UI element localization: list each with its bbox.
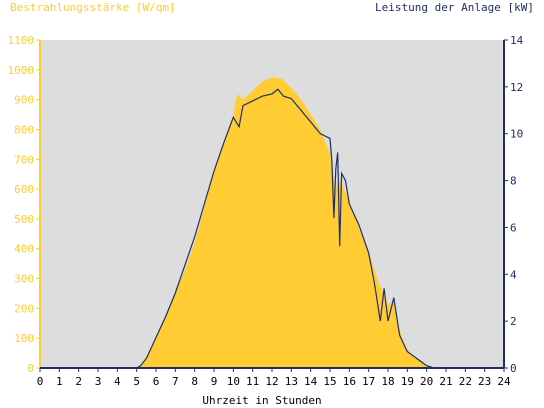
right-tick-label: 6 (510, 221, 517, 234)
x-tick-label: 19 (401, 375, 414, 388)
x-axis-title: Uhrzeit in Stunden (202, 394, 321, 407)
x-axis-ticks: 0 1 2 3 4 5 6 7 8 9 10 11 12 13 14 15 16 17 18 19 20 21 22 23 24 (37, 368, 511, 388)
left-tick-label: 200 (14, 302, 34, 315)
right-axis-ticks: 0 2 4 6 8 10 12 14 (504, 34, 524, 375)
left-tick-label: 500 (14, 213, 34, 226)
right-tick-label: 0 (510, 362, 517, 375)
left-tick-label: 700 (14, 153, 34, 166)
x-tick-label: 17 (362, 375, 375, 388)
x-tick-label: 18 (381, 375, 394, 388)
x-tick-label: 12 (265, 375, 278, 388)
x-tick-label: 16 (343, 375, 356, 388)
x-tick-label: 5 (133, 375, 140, 388)
left-tick-label: 800 (14, 123, 34, 136)
power-line-layer (40, 88, 504, 369)
left-tick-label: 900 (14, 94, 34, 107)
x-tick-label: 1 (56, 375, 63, 388)
x-tick-label: 8 (191, 375, 198, 388)
power-line (40, 88, 504, 369)
x-tick-label: 7 (172, 375, 179, 388)
right-tick-label: 2 (510, 315, 517, 328)
x-tick-label: 2 (75, 375, 82, 388)
x-tick-label: 22 (459, 375, 472, 388)
x-tick-label: 21 (439, 375, 452, 388)
x-tick-label: 13 (285, 375, 298, 388)
left-tick-label: 600 (14, 183, 34, 196)
x-tick-label: 10 (227, 375, 240, 388)
left-tick-label: 1000 (8, 64, 35, 77)
left-tick-label: 100 (14, 332, 34, 345)
x-tick-label: 23 (478, 375, 491, 388)
right-tick-label: 4 (510, 268, 517, 281)
x-tick-label: 11 (246, 375, 259, 388)
x-tick-label: 24 (497, 375, 511, 388)
x-tick-label: 4 (114, 375, 121, 388)
right-tick-label: 8 (510, 175, 517, 188)
x-tick-label: 3 (95, 375, 102, 388)
right-tick-label: 12 (510, 81, 523, 94)
left-tick-label: 300 (14, 273, 34, 286)
left-tick-label: 1100 (8, 34, 35, 47)
left-tick-label: 400 (14, 243, 34, 256)
left-axis-title: Bestrahlungsstärke [W/qm] (10, 1, 176, 14)
right-axis-title: Leistung der Anlage [kW] (375, 1, 534, 14)
x-tick-label: 9 (211, 375, 218, 388)
x-tick-label: 15 (323, 375, 336, 388)
x-tick-label: 0 (37, 375, 44, 388)
right-tick-label: 14 (510, 34, 524, 47)
right-tick-label: 10 (510, 128, 523, 141)
x-tick-label: 14 (304, 375, 318, 388)
left-tick-label: 0 (27, 362, 34, 375)
irradiance-area (40, 77, 504, 369)
left-axis-ticks: 0 100 200 300 400 500 600 700 800 900 1000 1100 (8, 34, 40, 375)
x-tick-label: 20 (420, 375, 433, 388)
x-tick-label: 6 (153, 375, 160, 388)
irradiance-area-layer (40, 77, 504, 369)
